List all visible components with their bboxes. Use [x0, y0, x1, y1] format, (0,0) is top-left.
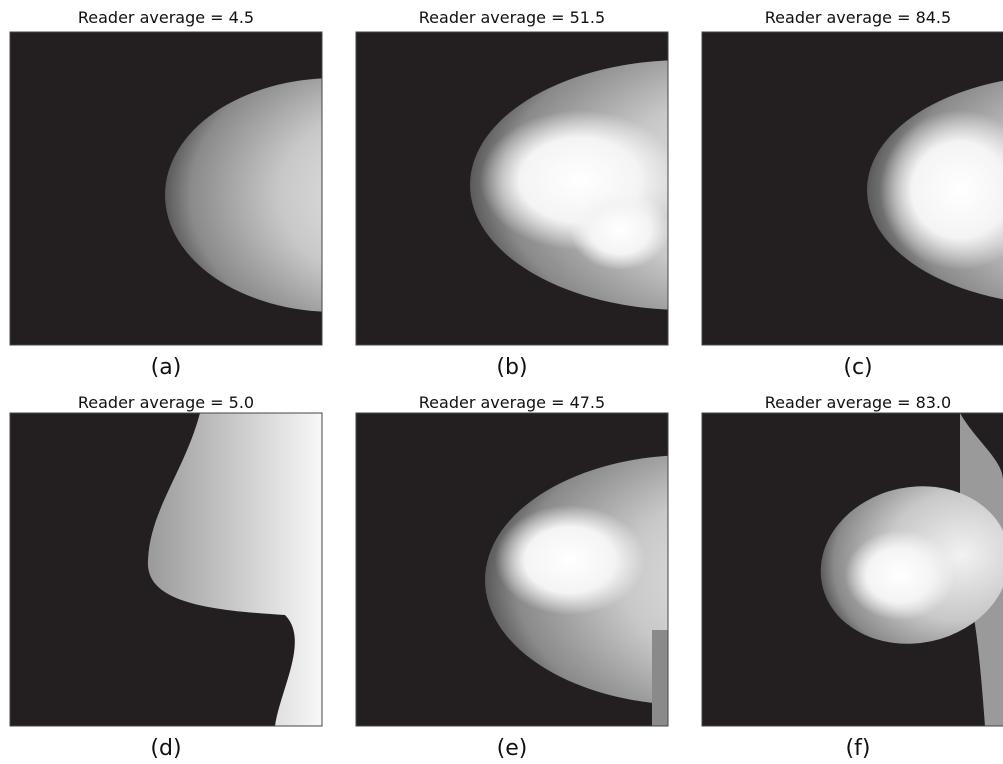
panel-label: (e) [497, 736, 528, 761]
panel-label: (f) [846, 736, 871, 761]
image-d [10, 413, 322, 726]
panel-label: (a) [151, 355, 182, 380]
image-f [702, 413, 1003, 726]
panel-label: (b) [496, 355, 527, 380]
panel-label: (d) [150, 736, 181, 761]
image-c [702, 32, 1003, 345]
panel-title: Reader average = 4.5 [78, 8, 254, 27]
page: Reader average = 4.5 Reader average = 51… [0, 0, 1003, 764]
figure: Reader average = 4.5 Reader average = 51… [0, 0, 1003, 764]
panel-title: Reader average = 51.5 [419, 8, 605, 27]
panel-title: Reader average = 47.5 [419, 393, 605, 412]
panel-label: (c) [843, 355, 872, 380]
panel-title: Reader average = 84.5 [765, 8, 951, 27]
panel-title: Reader average = 5.0 [78, 393, 254, 412]
panel-title: Reader average = 83.0 [765, 393, 951, 412]
